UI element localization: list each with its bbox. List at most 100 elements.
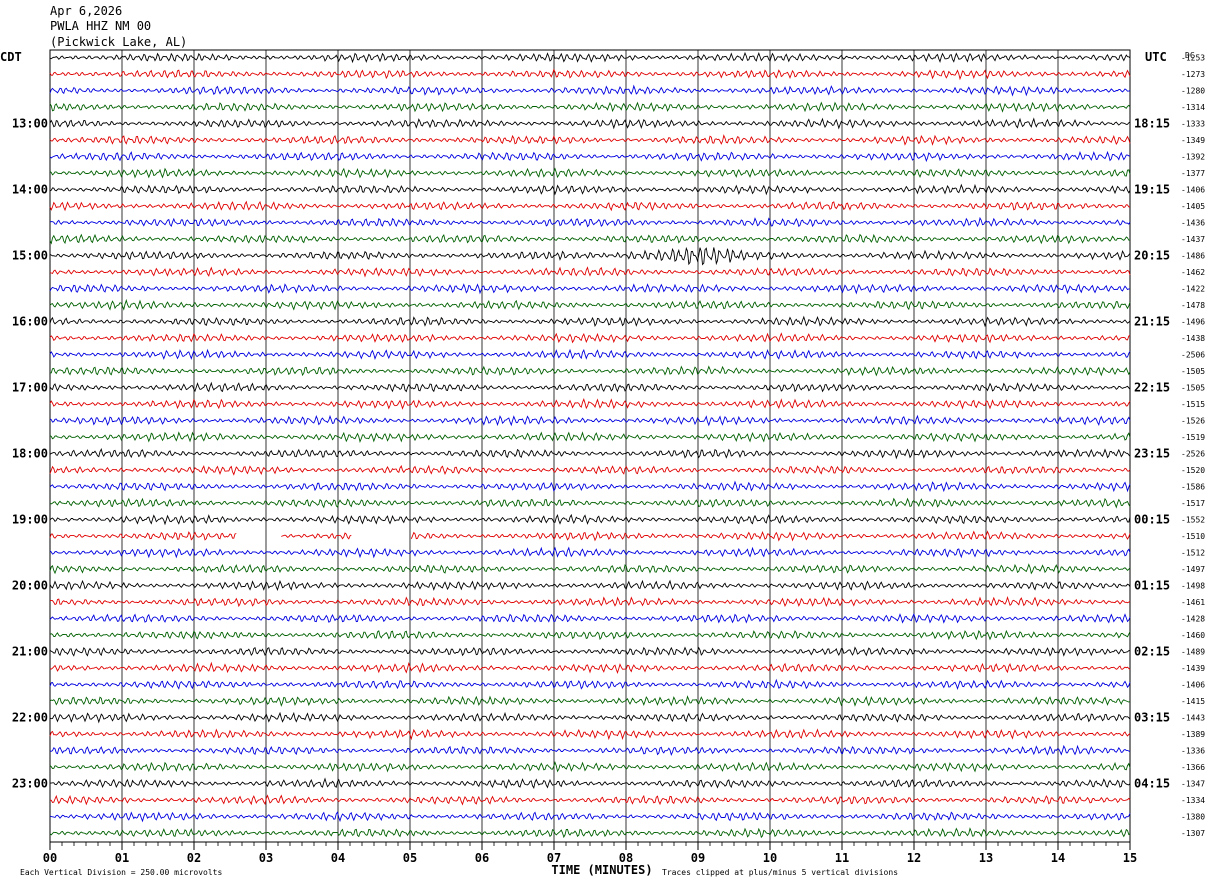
vertical-division-note: Each Vertical Division = 250.00 microvol…	[20, 868, 222, 877]
x-tick-label: 01	[115, 851, 129, 865]
dc-offset-value: -1392	[1181, 153, 1205, 162]
utc-hour-label: 01:15	[1134, 579, 1170, 593]
seismic-trace	[49, 711, 1131, 724]
dc-offset-value: -1334	[1181, 796, 1205, 805]
x-tick-label: 15	[1123, 851, 1137, 865]
dc-offset-value: -1415	[1181, 697, 1205, 706]
utc-axis-label: UTC	[1145, 50, 1167, 64]
dc-offset-value: -1586	[1181, 483, 1205, 492]
dc-offset-value: -1389	[1181, 730, 1205, 739]
dc-offset-value: -1517	[1181, 499, 1205, 508]
dc-offset-value: -1505	[1181, 367, 1205, 376]
dc-offset-value: -1489	[1181, 648, 1205, 657]
dc-offset-value: -1478	[1181, 301, 1205, 310]
dc-offset-value: -1405	[1181, 202, 1205, 211]
dc-offset-value: -1486	[1181, 252, 1205, 261]
seismic-trace	[49, 298, 1131, 311]
seismic-trace	[49, 117, 1131, 130]
dc-offset-value: -1438	[1181, 334, 1205, 343]
seismic-trace	[49, 134, 1131, 146]
x-tick-label: 03	[259, 851, 273, 865]
dc-offset-value: -1515	[1181, 400, 1205, 409]
seismic-trace	[49, 283, 1130, 295]
dc-axis-label: DC	[1185, 51, 1195, 60]
seismic-trace	[49, 480, 1131, 493]
dc-offset-value: -2526	[1181, 450, 1205, 459]
dc-offset-value: -1333	[1181, 120, 1205, 129]
cdt-hour-label: 15:00	[12, 249, 48, 263]
dc-offset-value: -1520	[1181, 466, 1205, 475]
cdt-hour-label: 23:00	[12, 777, 48, 791]
x-axis-title: TIME (MINUTES)	[551, 863, 652, 877]
cdt-hour-label: 21:00	[12, 645, 48, 659]
dc-offset-value: -1307	[1181, 829, 1205, 838]
dc-offset-value: -1439	[1181, 664, 1205, 673]
dc-offset-value: -1422	[1181, 285, 1205, 294]
utc-hour-label: 00:15	[1134, 513, 1170, 527]
seismic-trace	[49, 233, 1131, 245]
x-tick-label: 04	[331, 851, 345, 865]
dc-offset-value: -1460	[1181, 631, 1205, 640]
seismic-trace	[49, 397, 1131, 410]
x-tick-label: 06	[475, 851, 489, 865]
dc-offset-value: -1428	[1181, 615, 1205, 624]
dc-offset-value: -1436	[1181, 219, 1205, 228]
seismic-trace	[49, 761, 1131, 773]
seismic-trace	[49, 530, 1131, 542]
dc-offset-value: -1347	[1181, 780, 1205, 789]
cdt-hour-label: 20:00	[12, 579, 48, 593]
seismic-trace	[49, 332, 1131, 344]
dc-offset-value: -1406	[1181, 681, 1205, 690]
x-tick-label: 02	[187, 851, 201, 865]
seismic-trace	[49, 266, 1131, 278]
dc-offset-value: -1512	[1181, 549, 1205, 558]
utc-hour-label: 22:15	[1134, 381, 1170, 395]
header-location: (Pickwick Lake, AL)	[50, 35, 188, 49]
clip-note: Traces clipped at plus/minus 5 vertical …	[662, 868, 898, 877]
x-tick-label: 05	[403, 851, 417, 865]
seismic-trace	[49, 431, 1131, 444]
seismic-trace	[49, 84, 1131, 97]
dc-offset-value: -1443	[1181, 714, 1205, 723]
cdt-hour-label: 19:00	[12, 513, 48, 527]
seismic-trace	[49, 794, 1131, 806]
dc-offset-value: -1510	[1181, 532, 1205, 541]
dc-offset-value: -1280	[1181, 87, 1205, 96]
seismic-trace	[49, 579, 1131, 591]
cdt-hour-label: 16:00	[12, 315, 48, 329]
seismic-trace	[49, 513, 1131, 526]
seismic-trace	[49, 101, 1131, 113]
utc-hour-label: 20:15	[1134, 249, 1170, 263]
seismic-trace	[49, 728, 1131, 741]
dc-offset-value: -1406	[1181, 186, 1205, 195]
cdt-hour-label: 22:00	[12, 711, 48, 725]
seismic-trace	[49, 661, 1131, 674]
seismic-trace	[49, 563, 1131, 575]
seismic-trace	[49, 348, 1131, 361]
dc-offset-value: -1526	[1181, 417, 1205, 426]
seismic-trace	[49, 414, 1131, 427]
dc-offset-value: -1497	[1181, 565, 1205, 574]
seismic-trace	[49, 613, 1131, 624]
seismic-trace	[49, 546, 1131, 559]
x-tick-label: 12	[907, 851, 921, 865]
seismic-trace	[49, 150, 1131, 163]
utc-hour-label: 23:15	[1134, 447, 1170, 461]
x-tick-label: 11	[835, 851, 849, 865]
dc-offset-value: -1336	[1181, 747, 1205, 756]
cdt-hour-label: 13:00	[12, 117, 48, 131]
seismic-trace	[49, 216, 1131, 228]
seismic-trace	[49, 246, 1131, 266]
x-tick-label: 14	[1051, 851, 1065, 865]
seismic-trace	[49, 596, 1131, 608]
dc-offset-value: -1552	[1181, 516, 1205, 525]
dc-offset-value: -1349	[1181, 136, 1205, 145]
utc-hour-label: 04:15	[1134, 777, 1170, 791]
seismic-trace	[49, 183, 1131, 196]
cdt-hour-label: 14:00	[12, 183, 48, 197]
header-station: PWLA HHZ NM 00	[50, 19, 152, 33]
dc-offset-value: -2506	[1181, 351, 1205, 360]
utc-hour-label: 18:15	[1134, 117, 1170, 131]
cdt-hour-label: 17:00	[12, 381, 48, 395]
